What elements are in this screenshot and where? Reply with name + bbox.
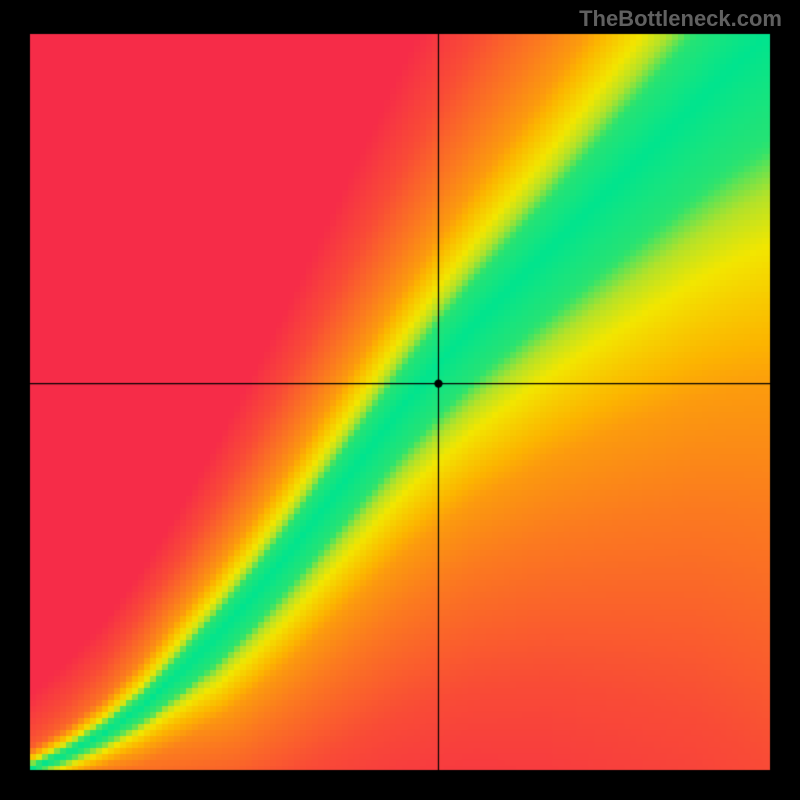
- watermark-text: TheBottleneck.com: [579, 6, 782, 32]
- chart-container: TheBottleneck.com: [0, 0, 800, 800]
- heatmap-canvas: [0, 0, 800, 800]
